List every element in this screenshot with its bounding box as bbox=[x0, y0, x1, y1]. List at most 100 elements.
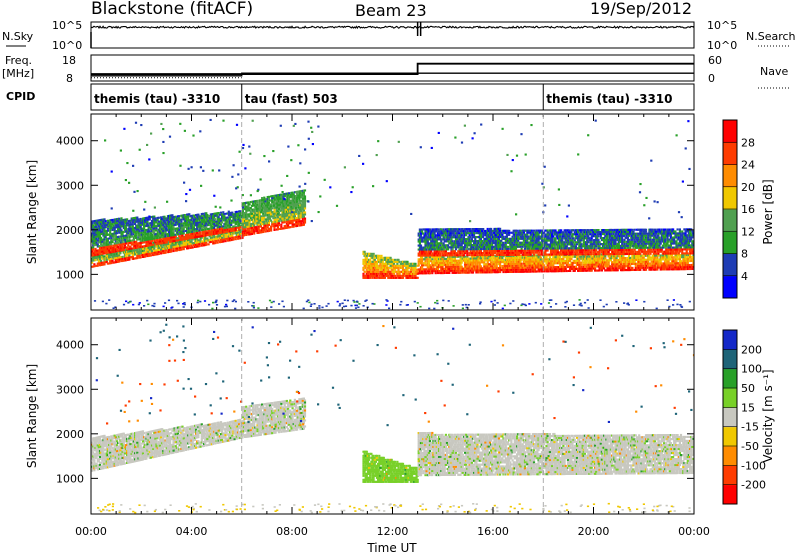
range-cell bbox=[597, 266, 599, 268]
range-cell bbox=[496, 263, 498, 265]
range-cell bbox=[246, 228, 248, 230]
range-cell bbox=[297, 203, 299, 205]
range-cell bbox=[378, 255, 380, 257]
range-cell bbox=[395, 277, 397, 279]
range-cell bbox=[252, 221, 254, 223]
range-cell bbox=[193, 227, 195, 229]
range-cell bbox=[521, 259, 523, 261]
range-cell bbox=[538, 256, 540, 258]
freq-panel-frame bbox=[91, 55, 694, 81]
range-cell bbox=[205, 242, 207, 244]
freq-label: Freq. bbox=[5, 54, 32, 67]
range-cell bbox=[437, 260, 439, 262]
range-cell bbox=[452, 258, 454, 260]
range-cell bbox=[668, 254, 670, 256]
range-cell bbox=[196, 228, 198, 230]
range-cell bbox=[153, 240, 155, 242]
range-cell bbox=[148, 225, 150, 227]
range-cell bbox=[549, 256, 551, 258]
range-cell bbox=[365, 267, 367, 269]
range-cell bbox=[178, 235, 180, 237]
range-cell bbox=[175, 236, 177, 238]
nave-tick-bottom: 0 bbox=[708, 72, 715, 85]
range-cell bbox=[150, 232, 152, 234]
range-cell bbox=[559, 256, 561, 258]
range-cell bbox=[273, 229, 275, 231]
range-cell bbox=[141, 232, 143, 234]
range-cell bbox=[150, 228, 152, 230]
range-cell bbox=[221, 228, 223, 230]
range-cell bbox=[261, 197, 263, 199]
range-cell bbox=[172, 222, 174, 224]
range-cell bbox=[590, 260, 592, 262]
range-cell bbox=[608, 263, 610, 265]
range-cell bbox=[165, 236, 167, 238]
range-cell bbox=[273, 209, 275, 211]
range-cell bbox=[539, 270, 541, 272]
range-cell bbox=[183, 224, 185, 226]
range-cell bbox=[578, 260, 580, 262]
range-cell bbox=[272, 221, 274, 223]
range-cell bbox=[380, 255, 382, 257]
range-cell bbox=[601, 269, 603, 271]
range-cell bbox=[393, 273, 395, 275]
range-cell bbox=[103, 238, 105, 240]
range-cell bbox=[488, 265, 490, 267]
cpid-label: CPID bbox=[6, 90, 35, 103]
range-cell bbox=[174, 238, 176, 240]
range-cell bbox=[588, 258, 590, 260]
range-cell bbox=[620, 261, 622, 263]
range-cell bbox=[249, 215, 251, 217]
range-cell bbox=[429, 258, 431, 260]
range-cell bbox=[165, 232, 167, 234]
range-cell bbox=[148, 229, 150, 231]
range-cell bbox=[397, 269, 399, 271]
range-cell bbox=[170, 251, 172, 253]
range-cell bbox=[437, 268, 439, 270]
range-cell bbox=[610, 259, 612, 261]
range-cell bbox=[196, 220, 198, 222]
range-cell bbox=[435, 264, 437, 266]
range-cell bbox=[487, 261, 489, 263]
range-cell bbox=[143, 250, 145, 252]
range-cell bbox=[403, 269, 405, 271]
range-cell bbox=[593, 262, 595, 264]
range-cell bbox=[432, 266, 434, 268]
range-cell bbox=[618, 263, 620, 265]
range-cell bbox=[301, 222, 303, 224]
range-cell bbox=[245, 234, 247, 236]
range-cell bbox=[264, 212, 266, 214]
range-cell bbox=[550, 266, 552, 268]
range-cell bbox=[276, 208, 278, 210]
range-cell bbox=[505, 257, 507, 259]
range-cell bbox=[229, 226, 231, 228]
range-cell bbox=[595, 266, 597, 268]
range-cell bbox=[261, 203, 263, 205]
range-cell bbox=[176, 247, 178, 249]
range-cell bbox=[428, 270, 430, 272]
range-cell bbox=[510, 261, 512, 263]
range-cell bbox=[444, 262, 446, 264]
noise-series bbox=[91, 22, 694, 48]
range-cell bbox=[597, 261, 599, 263]
range-cell bbox=[120, 217, 122, 219]
range-cell bbox=[646, 267, 648, 269]
range-cell bbox=[122, 233, 124, 235]
range-cell bbox=[304, 189, 306, 191]
range-cell bbox=[565, 266, 567, 268]
range-cell bbox=[493, 267, 495, 269]
range-cell bbox=[126, 246, 128, 248]
range-cell bbox=[270, 226, 272, 228]
range-cell bbox=[189, 221, 191, 223]
range-cell bbox=[533, 257, 535, 259]
range-cell bbox=[534, 269, 536, 271]
range-cell bbox=[246, 226, 248, 228]
range-cell bbox=[129, 222, 131, 224]
range-cell bbox=[231, 212, 233, 214]
range-cell bbox=[186, 222, 188, 224]
range-cell bbox=[654, 265, 656, 267]
range-cell bbox=[373, 253, 375, 255]
range-cell bbox=[136, 217, 138, 219]
range-cell bbox=[586, 270, 588, 272]
